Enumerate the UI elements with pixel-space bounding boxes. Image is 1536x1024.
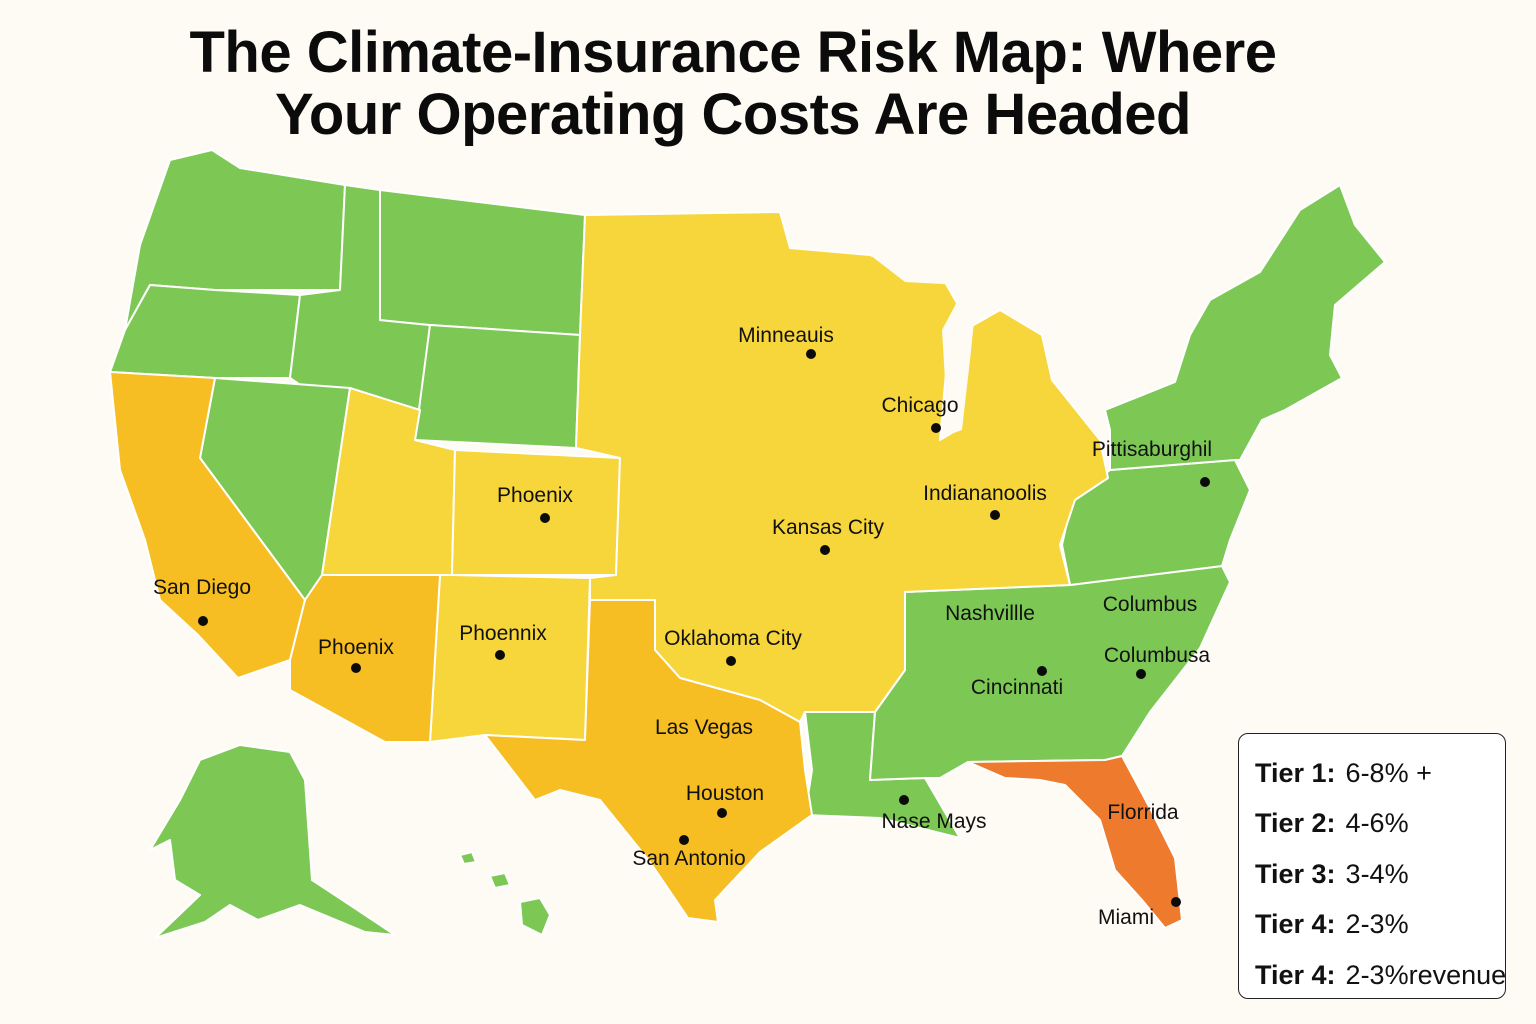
city-miami[interactable]: Miami [1098,897,1181,929]
city-marker [717,808,727,818]
city-nase-mays[interactable]: Nase Mays [881,795,987,833]
city-label: Pittisaburghil [1092,438,1212,461]
city-label: Phoennix [459,622,547,645]
city-label: Phoenix [318,636,394,659]
city-columbus[interactable]: Columbus [1103,593,1198,616]
city-marker [726,656,736,666]
legend-tier-range: 6-8% + [1345,757,1432,788]
city-marker [1136,669,1146,679]
city-san-antonio[interactable]: San Antonio [632,835,746,870]
city-label: Oklahoma City [664,627,802,650]
city-minneapolis[interactable]: Minneauis [738,324,834,359]
legend-tier-label: Tier 3: [1255,858,1336,889]
city-label: Columbus [1103,593,1198,616]
city-indianapolis[interactable]: Indiananoolis [923,482,1047,520]
city-label: San Antonio [632,847,745,870]
city-florrida[interactable]: Florrida [1107,801,1179,824]
legend-tier-label: Tier 1: [1255,757,1336,788]
city-pittsburgh[interactable]: Pittisaburghil [1092,438,1212,487]
legend-tier-label: Tier 2: [1255,808,1336,839]
title-line-1: The Climate-Insurance Risk Map: Where [189,20,1277,85]
city-chicago[interactable]: Chicago [881,394,959,433]
state-new-mexico[interactable] [429,574,591,743]
city-label: Florrida [1107,801,1179,824]
city-label: Houston [686,782,764,805]
city-marker [1200,477,1210,487]
legend-tier-label: Tier 4: [1255,909,1336,940]
title-line-2: Your Operating Costs Are Headed [275,82,1191,147]
city-label: Miami [1098,906,1154,929]
city-label: Nase Mays [881,810,986,833]
city-marker [899,795,909,805]
legend-row: Tier 4: 2-3% [1255,900,1489,951]
city-label: Kansas City [772,516,885,539]
legend-tier-range: 3-4% [1345,858,1409,889]
map-title: The Climate-Insurance Risk Map: Where Yo… [0,22,1466,146]
city-marker [1037,666,1047,676]
city-marker [198,616,208,626]
state-alaska[interactable] [149,744,396,939]
city-cincinnati[interactable]: Cincinnati [971,666,1063,699]
city-label: Columbusa [1104,644,1211,667]
state-washington[interactable] [124,149,346,331]
city-label: Las Vegas [655,716,753,739]
legend-row: Tier 4: 2-3%revenue [1255,950,1506,1001]
city-marker [1171,897,1181,907]
city-label: Minneauis [738,324,834,347]
state-hawaii-2[interactable] [489,872,511,889]
state-northeast[interactable] [1104,184,1386,471]
lake-michigan [942,300,975,435]
state-hawaii-1[interactable] [519,897,551,936]
city-las-vegas[interactable]: Las Vegas [655,716,753,739]
city-marker [495,650,505,660]
city-label: Cincinnati [971,676,1063,699]
city-san-diego[interactable]: San Diego [153,576,251,626]
legend-tier-range: 4-6% [1345,808,1409,839]
city-marker [990,510,1000,520]
city-marker [931,423,941,433]
city-oklahoma-city[interactable]: Oklahoma City [664,627,802,666]
city-label: San Diego [153,576,251,599]
state-texas[interactable] [484,599,813,923]
legend-tier-range: 2-3% [1345,909,1409,940]
city-label: Phoenix [497,484,573,507]
state-wyoming[interactable] [414,324,581,449]
city-marker [679,835,689,845]
city-nashville[interactable]: Nashvillle [945,602,1035,625]
city-columbusa[interactable]: Columbusa [1104,644,1211,679]
city-marker [820,545,830,555]
state-colorado[interactable] [451,449,621,576]
lake-superior [870,255,975,285]
city-marker [351,663,361,673]
city-marker [540,513,550,523]
city-phoenix-az[interactable]: Phoenix [318,636,394,673]
tier-legend: Tier 1: 6-8% + Tier 2: 4-6% Tier 3: 3-4%… [1238,733,1506,999]
state-florida[interactable] [967,755,1183,929]
city-houston[interactable]: Houston [686,782,764,818]
city-label: Chicago [881,394,958,417]
state-montana[interactable] [379,189,586,336]
legend-row: Tier 1: 6-8% + [1255,748,1489,799]
city-kansas-city[interactable]: Kansas City [772,516,885,555]
city-label: Indiananoolis [923,482,1047,505]
state-hawaii-3[interactable] [459,851,477,865]
city-label: Nashvillle [945,602,1035,625]
legend-tier-label: Tier 4: [1255,959,1336,990]
state-arizona[interactable] [289,574,441,743]
legend-row: Tier 3: 3-4% [1255,849,1489,900]
city-marker [806,349,816,359]
city-phoenix-nm[interactable]: Phoennix [459,622,547,660]
legend-tier-range: 2-3%revenue [1345,959,1507,990]
state-california[interactable] [109,371,306,679]
city-phoenix-co[interactable]: Phoenix [497,484,573,523]
legend-row: Tier 2: 4-6% [1255,799,1489,850]
